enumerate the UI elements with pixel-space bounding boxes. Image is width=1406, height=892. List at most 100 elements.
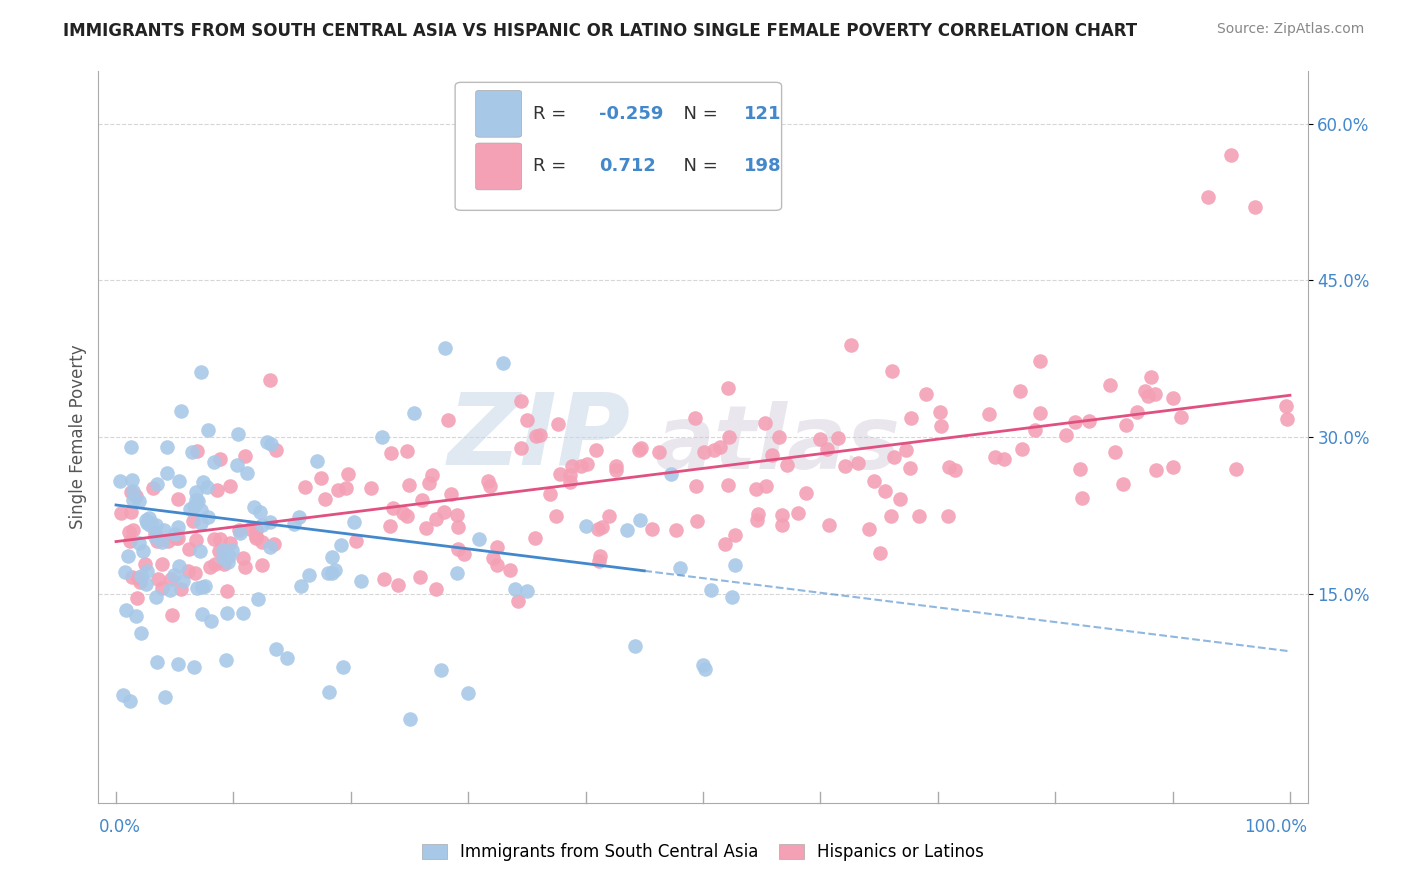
Point [808, 432, 831, 446]
Point [1170, 409, 1192, 424]
Point [1024, 423, 1046, 437]
Point [146, 572, 169, 586]
Point [392, 506, 415, 520]
Point [307, 454, 329, 468]
Point [250, 558, 273, 572]
Point [396, 509, 419, 524]
Point [160, 607, 183, 622]
Point [259, 373, 281, 387]
Point [381, 500, 404, 515]
Point [110, 506, 132, 520]
Point [198, 560, 221, 574]
Point [120, 534, 142, 549]
Point [908, 508, 931, 523]
Point [232, 606, 254, 620]
Point [1054, 428, 1077, 442]
Point [900, 461, 922, 475]
FancyBboxPatch shape [456, 82, 782, 211]
Point [259, 515, 281, 529]
Point [418, 476, 440, 491]
Point [827, 431, 849, 445]
Point [259, 540, 281, 554]
Point [516, 584, 538, 599]
Point [187, 494, 209, 508]
Point [561, 459, 583, 474]
Point [1126, 405, 1149, 419]
Point [202, 532, 225, 546]
Point [896, 443, 918, 458]
Point [215, 652, 238, 666]
Point [605, 459, 627, 474]
Point [167, 531, 190, 545]
Point [446, 566, 468, 580]
Point [628, 513, 651, 527]
Point [167, 492, 190, 507]
Point [139, 517, 162, 532]
Point [398, 712, 420, 726]
Point [979, 408, 1001, 422]
Point [202, 455, 225, 469]
Text: N =: N = [672, 158, 723, 176]
Point [1274, 399, 1296, 413]
Text: 121: 121 [744, 104, 782, 123]
Text: 198: 198 [744, 158, 782, 176]
Point [747, 507, 769, 521]
Point [115, 603, 138, 617]
Point [659, 467, 682, 481]
Point [943, 463, 966, 477]
Point [288, 510, 311, 524]
Point [118, 524, 141, 539]
Point [128, 493, 150, 508]
Point [283, 516, 305, 531]
Point [1140, 370, 1163, 384]
Point [486, 541, 509, 555]
Point [350, 574, 373, 589]
Legend: Immigrants from South Central Asia, Hispanics or Latinos: Immigrants from South Central Asia, Hisp… [415, 837, 991, 868]
Point [120, 440, 142, 454]
Point [755, 478, 778, 492]
Point [256, 435, 278, 450]
Point [332, 660, 354, 674]
Point [747, 513, 769, 527]
Point [477, 475, 499, 489]
Point [547, 417, 569, 431]
Point [150, 581, 173, 595]
Point [239, 522, 262, 536]
Point [129, 626, 152, 640]
Point [120, 505, 142, 519]
Point [152, 523, 174, 537]
Point [252, 535, 274, 549]
Point [380, 445, 402, 459]
Point [425, 511, 447, 525]
Point [165, 531, 187, 545]
Text: 0.0%: 0.0% [98, 819, 141, 837]
Point [665, 523, 688, 537]
Point [170, 404, 193, 418]
Point [718, 430, 741, 444]
Point [695, 662, 717, 676]
Point [669, 560, 692, 574]
Point [134, 558, 156, 572]
Point [142, 481, 165, 495]
Point [360, 482, 382, 496]
Point [143, 526, 166, 541]
Point [1161, 459, 1184, 474]
Point [124, 489, 146, 503]
Point [191, 580, 214, 594]
Point [159, 572, 181, 586]
Point [524, 429, 547, 443]
Point [761, 448, 783, 462]
Point [146, 477, 169, 491]
Point [252, 518, 274, 533]
Point [207, 483, 229, 497]
Point [326, 483, 349, 497]
Point [938, 508, 960, 523]
Point [190, 516, 212, 531]
Point [409, 570, 432, 584]
Point [457, 686, 479, 700]
Point [1144, 387, 1167, 401]
Point [834, 459, 856, 474]
Point [232, 551, 254, 566]
Point [560, 475, 582, 489]
Point [786, 506, 808, 520]
